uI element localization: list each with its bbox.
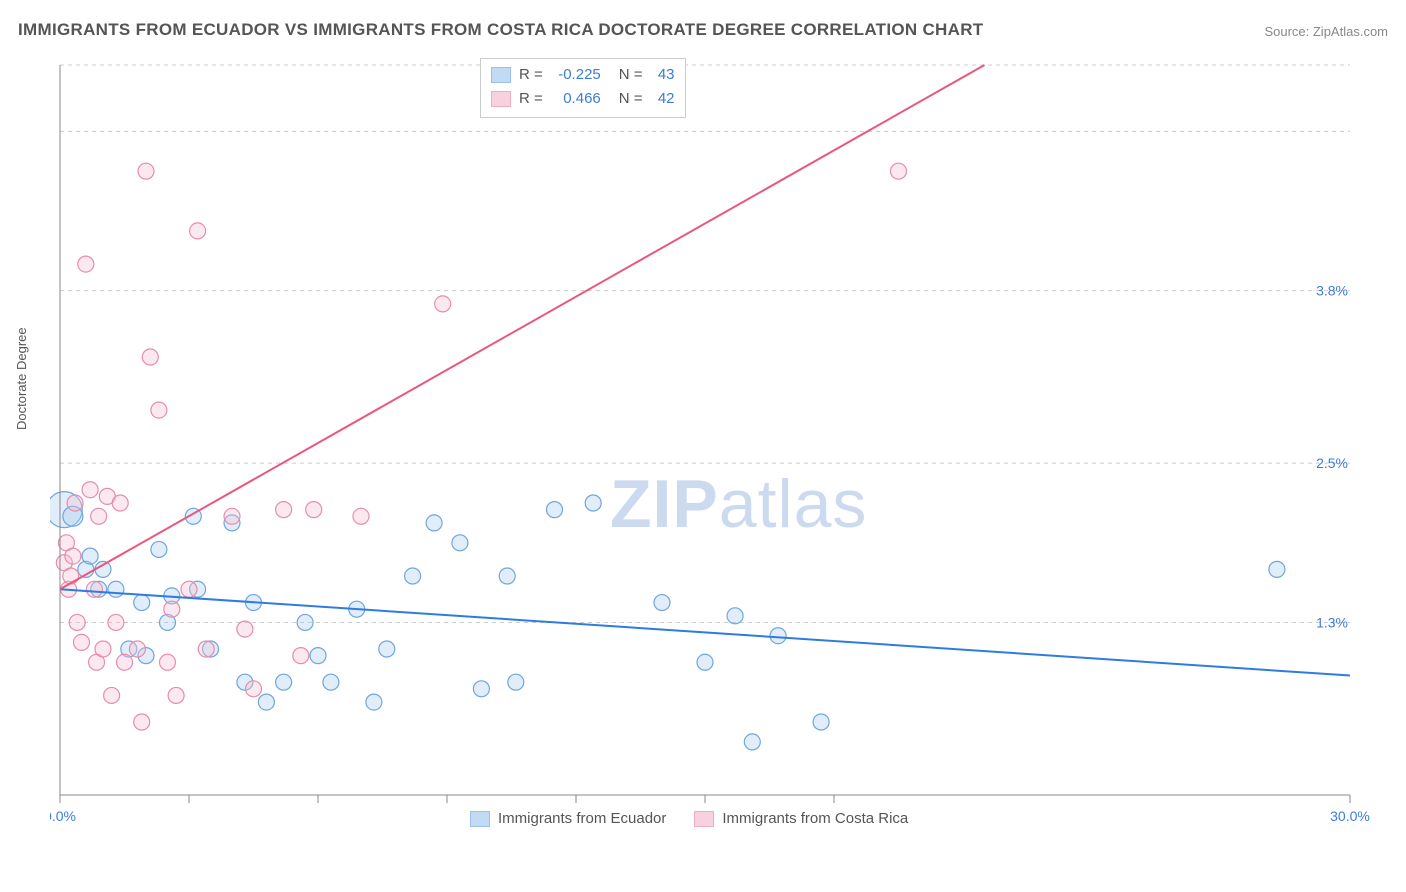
legend-item: Immigrants from Costa Rica [694, 810, 908, 827]
legend-row: R =-0.225N =43 [491, 63, 675, 87]
legend-swatch [491, 91, 511, 107]
legend-swatch [694, 811, 714, 827]
series-legend: Immigrants from Ecuador Immigrants from C… [470, 810, 908, 827]
scatter-plot-svg: 1.3% 2.5% 3.8% 0.0% 30.0% [50, 55, 1370, 835]
svg-text:2.5%: 2.5% [1316, 455, 1348, 471]
correlation-legend: R =-0.225N =43R =0.466N =42 [480, 58, 686, 118]
chart-title: IMMIGRANTS FROM ECUADOR VS IMMIGRANTS FR… [18, 20, 983, 40]
legend-swatch [470, 811, 490, 827]
chart-area: 1.3% 2.5% 3.8% 0.0% 30.0% R =-0.225N =43R =0… [50, 55, 1370, 835]
svg-text:3.8%: 3.8% [1316, 283, 1348, 299]
svg-text:0.0%: 0.0% [50, 808, 76, 824]
legend-row: R =0.466N =42 [491, 87, 675, 111]
svg-text:30.0%: 30.0% [1330, 808, 1370, 824]
legend-swatch [491, 67, 511, 83]
legend-item: Immigrants from Ecuador [470, 810, 666, 827]
y-axis-label: Doctorate Degree [14, 327, 29, 430]
source-label: Source: ZipAtlas.com [1264, 24, 1388, 39]
svg-text:1.3%: 1.3% [1316, 614, 1348, 630]
